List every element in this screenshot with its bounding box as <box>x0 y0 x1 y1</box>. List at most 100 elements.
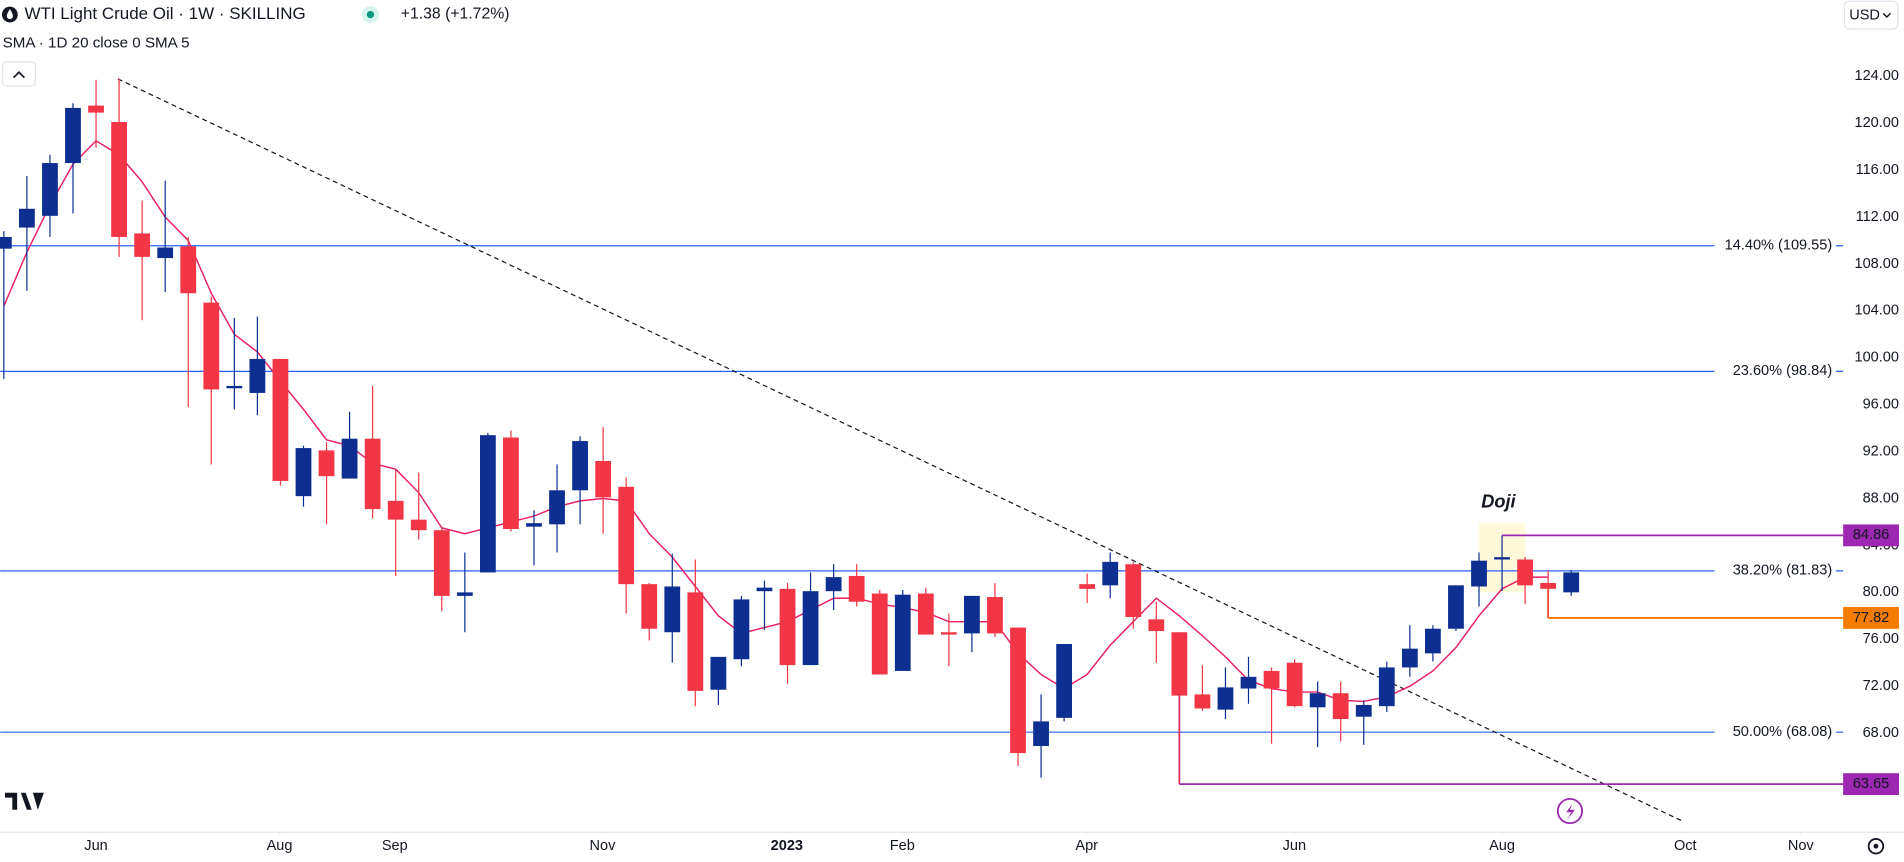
y-tick-label: 72.00 <box>1863 678 1899 694</box>
indicator-legend[interactable]: SMA · 1D 20 close 0 SMA 5 <box>3 35 190 52</box>
candle-body <box>1217 687 1234 710</box>
candle-body <box>1378 667 1395 707</box>
collapse-chevron <box>12 71 26 79</box>
fib-label-bg <box>1714 361 1836 382</box>
x-tick-label: Feb <box>890 838 915 854</box>
candle-body <box>364 438 381 510</box>
currency[interactable]: USD <box>1849 8 1880 24</box>
candle-body <box>917 593 934 635</box>
x-tick-label: Apr <box>1075 838 1098 854</box>
fib-label-bg <box>1714 561 1836 581</box>
x-tick-label: 2023 <box>771 838 803 854</box>
market-status-dot <box>366 10 375 19</box>
x-tick-label: Aug <box>1489 838 1515 854</box>
price-box-label: 77.82 <box>1853 610 1889 626</box>
candle-body <box>249 358 266 393</box>
y-tick-label: 68.00 <box>1863 725 1899 741</box>
y-tick-label: 80.00 <box>1863 584 1899 600</box>
fib-label-bg <box>1714 236 1836 256</box>
candle-body <box>641 584 658 629</box>
y-tick-label: 88.00 <box>1863 490 1899 506</box>
candle-body <box>1263 670 1280 689</box>
candle-body <box>433 530 450 596</box>
candle-body <box>1563 572 1580 593</box>
price-box <box>1843 773 1899 796</box>
candle-body <box>157 247 174 259</box>
oil-drop <box>6 9 13 20</box>
currency-button[interactable] <box>1843 0 1899 30</box>
x-tick-label: Jun <box>84 838 107 854</box>
y-tick-label: 76.00 <box>1863 631 1899 647</box>
candle-body <box>295 448 312 497</box>
candle-body <box>1286 662 1303 707</box>
candle-body <box>664 586 681 633</box>
candle-body <box>42 163 58 216</box>
y-tick-label: 92.00 <box>1863 443 1899 459</box>
y-tick-label: 124.00 <box>1854 68 1899 84</box>
candle-body <box>871 593 888 675</box>
x-tick-label: Nov <box>589 838 616 854</box>
candle-body <box>341 438 358 479</box>
y-tick-label: 104.00 <box>1854 303 1899 319</box>
candle-body <box>1194 694 1211 709</box>
candle-body <box>1010 627 1026 754</box>
candle-body <box>1517 559 1533 586</box>
doji-annotation: Doji <box>1481 491 1516 511</box>
candle-body <box>1540 582 1557 589</box>
candle-body <box>203 302 220 390</box>
collapse-button[interactable] <box>1 61 36 87</box>
candle-body <box>1125 564 1142 617</box>
candle-body <box>779 588 796 666</box>
price-box-label: 84.86 <box>1853 527 1889 543</box>
candle-body <box>710 656 727 690</box>
candle-body <box>503 437 519 530</box>
price-box <box>1843 524 1899 547</box>
candle-body <box>1309 693 1326 708</box>
candle-body <box>756 587 773 592</box>
symbol-title[interactable]: WTI Light Crude Oil · 1W · SKILLING <box>24 4 305 23</box>
settings-button[interactable] <box>1867 838 1885 855</box>
x-tick-label: Oct <box>1674 838 1697 854</box>
candle-body <box>1033 721 1049 747</box>
candle-body <box>1401 648 1418 668</box>
candle-body <box>226 385 243 389</box>
candle-body <box>940 632 957 635</box>
price-change: +1.38 (+1.72%) <box>401 6 510 23</box>
candle-body <box>1355 704 1372 717</box>
candle-body <box>526 523 542 527</box>
y-tick-label: 108.00 <box>1854 256 1899 272</box>
candle-body <box>88 105 104 113</box>
x-tick-label: Sep <box>382 838 408 854</box>
candle-body <box>595 460 612 498</box>
candle-body <box>272 358 289 481</box>
candle-body <box>134 233 151 257</box>
candle-body <box>1471 560 1487 587</box>
candle-body <box>1102 561 1119 586</box>
candle-body <box>410 519 427 531</box>
events-icon <box>1566 803 1575 820</box>
y-tick-label: 100.00 <box>1854 350 1899 366</box>
candle-body <box>802 591 819 666</box>
candle-body <box>687 592 704 691</box>
fib-label: 23.60% (98.84) <box>1733 363 1832 379</box>
candle-body <box>1240 676 1257 689</box>
candle-body <box>894 594 911 671</box>
candle-body <box>65 107 81 164</box>
candle-body <box>456 592 473 596</box>
candle-body <box>825 577 842 592</box>
price-box <box>1843 607 1899 629</box>
candle-body <box>733 599 750 660</box>
fib-label: 38.20% (81.83) <box>1733 563 1832 579</box>
candle-body <box>1332 693 1349 720</box>
candle-body <box>572 441 588 491</box>
candle-body <box>111 121 127 237</box>
data-layer: 68.0072.0076.0080.0084.0088.0092.0096.00… <box>0 68 1899 854</box>
price-box-label: 63.65 <box>1853 776 1889 792</box>
candle-body <box>1079 584 1096 589</box>
y-tick-label: 120.00 <box>1854 115 1899 131</box>
candle-body <box>19 208 35 228</box>
x-tick-label: Nov <box>1788 838 1815 854</box>
